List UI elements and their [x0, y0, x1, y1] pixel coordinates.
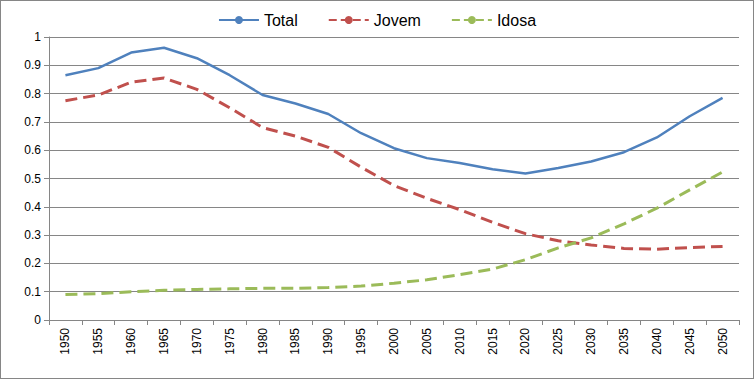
svg-text:1970: 1970 — [190, 328, 204, 355]
svg-text:2050: 2050 — [716, 328, 730, 355]
svg-text:0.3: 0.3 — [24, 228, 41, 242]
svg-text:2000: 2000 — [387, 328, 401, 355]
svg-text:1985: 1985 — [288, 328, 302, 355]
svg-text:1955: 1955 — [91, 328, 105, 355]
svg-text:0.9: 0.9 — [24, 58, 41, 72]
svg-text:0.1: 0.1 — [24, 285, 41, 299]
svg-text:2010: 2010 — [453, 328, 467, 355]
svg-text:0.6: 0.6 — [24, 143, 41, 157]
svg-text:1990: 1990 — [321, 328, 335, 355]
svg-text:2030: 2030 — [584, 328, 598, 355]
svg-text:0.5: 0.5 — [24, 172, 41, 186]
svg-text:0.2: 0.2 — [24, 256, 41, 270]
svg-text:1950: 1950 — [58, 328, 72, 355]
svg-text:2040: 2040 — [650, 328, 664, 355]
svg-text:1960: 1960 — [124, 328, 138, 355]
svg-text:2025: 2025 — [551, 328, 565, 355]
svg-text:2005: 2005 — [420, 328, 434, 355]
svg-text:2020: 2020 — [518, 328, 532, 355]
svg-text:1995: 1995 — [354, 328, 368, 355]
svg-text:Jovem: Jovem — [374, 12, 421, 29]
svg-text:1965: 1965 — [157, 328, 171, 355]
svg-text:Total: Total — [264, 12, 298, 29]
svg-text:2045: 2045 — [683, 328, 697, 355]
svg-text:1980: 1980 — [256, 328, 270, 355]
svg-text:0: 0 — [34, 313, 41, 327]
svg-text:2015: 2015 — [486, 328, 500, 355]
svg-text:0.7: 0.7 — [24, 115, 41, 129]
svg-text:0.8: 0.8 — [24, 87, 41, 101]
svg-text:1: 1 — [34, 30, 41, 44]
svg-text:2035: 2035 — [617, 328, 631, 355]
svg-text:0.4: 0.4 — [24, 200, 41, 214]
svg-text:Idosa: Idosa — [497, 12, 536, 29]
svg-text:1975: 1975 — [223, 328, 237, 355]
